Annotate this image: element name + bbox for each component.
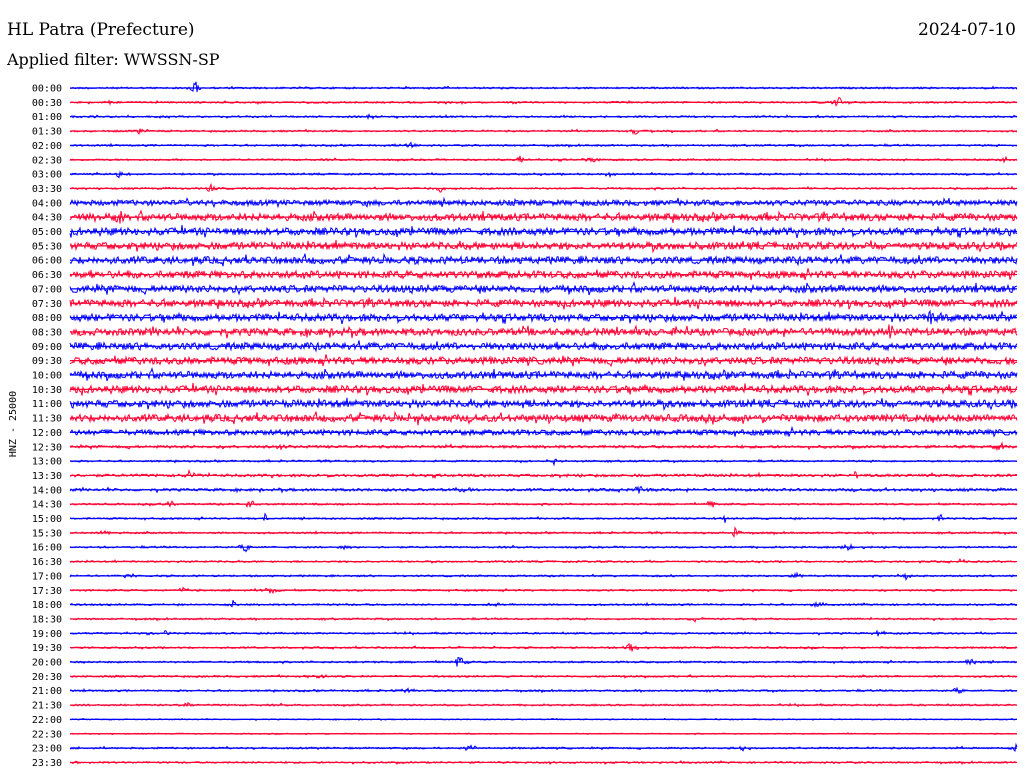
time-tick-label: 17:30 — [32, 586, 62, 597]
time-tick-label: 11:00 — [32, 399, 62, 410]
time-tick-label: 05:00 — [32, 227, 62, 238]
trace-line — [70, 96, 1018, 107]
time-tick-label: 18:30 — [32, 614, 62, 625]
trace-line — [69, 526, 1018, 539]
time-tick-label: 07:00 — [32, 284, 62, 295]
trace-line — [69, 155, 1018, 164]
trace-line — [69, 252, 1018, 267]
time-tick-label: 14:30 — [32, 500, 62, 511]
trace-line — [69, 354, 1018, 368]
time-tick-label: 02:00 — [32, 141, 62, 152]
time-tick-label: 01:00 — [32, 112, 62, 123]
trace-line — [69, 224, 1018, 239]
time-tick-label: 22:00 — [32, 715, 62, 726]
time-tick-label: 10:00 — [32, 371, 62, 382]
time-tick-label: 17:00 — [32, 571, 62, 582]
time-tick-label: 01:30 — [32, 127, 62, 138]
time-tick-label: 08:00 — [32, 313, 62, 324]
time-tick-label: 06:00 — [32, 256, 62, 267]
time-tick-label: 13:30 — [32, 471, 62, 482]
time-tick-label: 00:00 — [32, 84, 62, 95]
time-tick-label: 21:00 — [32, 686, 62, 697]
time-tick-label: 03:00 — [32, 170, 62, 181]
time-tick-label: 11:30 — [32, 414, 62, 425]
time-tick-label: 04:00 — [32, 198, 62, 209]
time-tick-label: 08:30 — [32, 327, 62, 338]
trace-line — [69, 340, 1018, 353]
time-tick-label: 06:30 — [32, 270, 62, 281]
time-tick-label: 12:30 — [32, 442, 62, 453]
time-tick-label: 13:00 — [32, 457, 62, 468]
time-tick-label: 19:00 — [32, 629, 62, 640]
trace-line — [69, 616, 1018, 623]
time-tick-label: 19:30 — [32, 643, 62, 654]
time-tick-label: 09:00 — [32, 342, 62, 353]
time-tick-label: 16:30 — [32, 557, 62, 568]
y-axis-label: HNZ - 25000 — [8, 391, 19, 457]
trace-line — [69, 397, 1018, 412]
time-tick-label: 20:00 — [32, 658, 62, 669]
trace-line — [69, 81, 1018, 93]
time-tick-label: 02:30 — [32, 155, 62, 166]
filter-label: Applied filter: WWSSN-SP — [7, 50, 220, 69]
trace-line — [70, 468, 1018, 480]
time-tick-label: 07:30 — [32, 299, 62, 310]
time-tick-label: 15:00 — [32, 514, 62, 525]
record-date: 2024-07-10 — [917, 20, 1016, 40]
time-tick-label: 22:30 — [32, 729, 62, 740]
time-tick-label: 04:30 — [32, 213, 62, 224]
time-tick-label: 16:00 — [32, 543, 62, 554]
trace-line — [69, 170, 1018, 179]
trace-line — [69, 600, 1018, 609]
time-tick-label: 10:30 — [32, 385, 62, 396]
time-tick-label: 23:30 — [32, 758, 62, 769]
trace-line — [69, 209, 1018, 224]
time-tick-label: 23:00 — [32, 744, 62, 755]
time-tick-label: 05:30 — [32, 241, 62, 252]
time-tick-label: 20:30 — [32, 672, 62, 683]
time-tick-label: 15:30 — [32, 528, 62, 539]
trace-line — [69, 458, 1018, 467]
station-title: HL Patra (Prefecture) — [7, 20, 195, 40]
time-tick-label: 18:00 — [32, 600, 62, 611]
trace-line — [69, 367, 1018, 382]
time-tick-label: 12:00 — [32, 428, 62, 439]
time-tick-label: 14:00 — [32, 485, 62, 496]
time-tick-label: 21:30 — [32, 701, 62, 712]
trace-line — [69, 542, 1018, 553]
time-tick-label: 03:30 — [32, 184, 62, 195]
time-tick-label: 00:30 — [32, 98, 62, 109]
trace-line — [69, 410, 1018, 426]
time-tick-label: 09:30 — [32, 356, 62, 367]
